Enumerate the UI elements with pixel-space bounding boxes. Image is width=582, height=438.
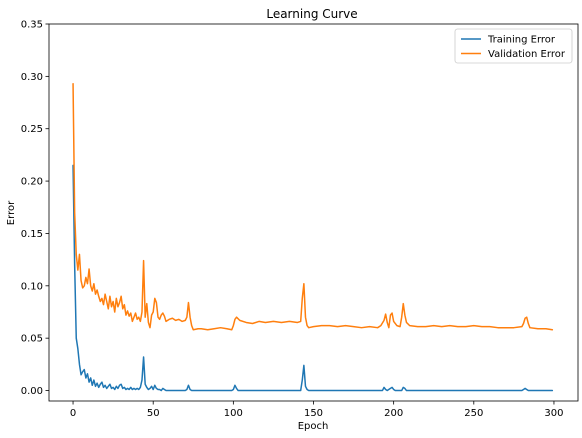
plot-frame (49, 24, 578, 401)
x-tick-label: 50 (147, 408, 160, 419)
y-tick-label: 0.25 (21, 124, 43, 135)
y-tick-label: 0.15 (21, 229, 43, 240)
y-tick-label: 0.00 (21, 386, 43, 397)
chart-title: Learning Curve (266, 7, 357, 21)
x-tick-label: 150 (304, 408, 323, 419)
x-tick-label: 100 (224, 408, 243, 419)
x-tick-label: 250 (464, 408, 483, 419)
y-tick-label: 0.10 (21, 281, 43, 292)
y-axis-label: Error (6, 200, 17, 225)
legend: Training Error Validation Error (455, 29, 572, 63)
y-tick-label: 0.35 (21, 20, 43, 31)
x-tick-label: 0 (70, 408, 76, 419)
x-axis-label: Epoch (298, 421, 329, 432)
legend-label: Validation Error (488, 49, 566, 60)
y-tick-label: 0.30 (21, 72, 43, 83)
y-tick-label: 0.20 (21, 177, 43, 188)
x-tick-label: 200 (384, 408, 403, 419)
plot-area (49, 24, 578, 401)
y-tick-label: 0.05 (21, 334, 43, 345)
legend-label: Training Error (487, 35, 556, 46)
x-tick-label: 300 (544, 408, 563, 419)
